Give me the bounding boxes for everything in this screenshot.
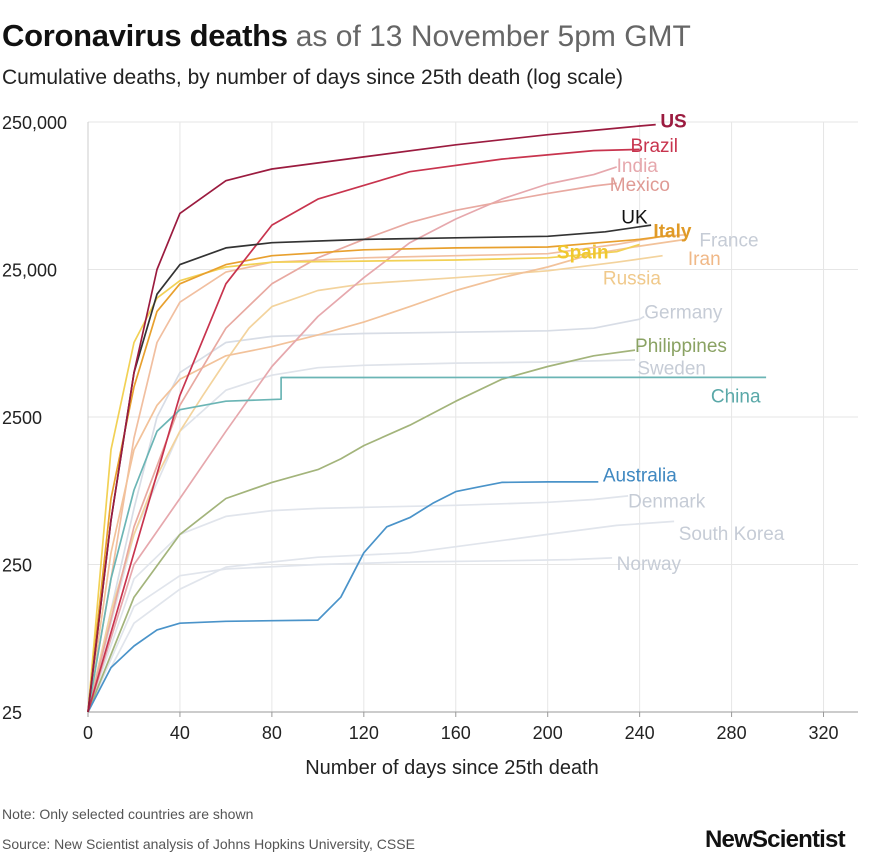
chart-title: Coronavirus deaths: [2, 18, 288, 53]
series-line-south-korea: [87, 520, 675, 713]
grid-lines: [87, 121, 858, 713]
series-line-denmark: [87, 495, 629, 713]
series-label-germany: Germany: [644, 302, 723, 323]
series-line-india: [87, 166, 617, 713]
series-line-russia: [87, 254, 663, 713]
footnote: Note: Only selected countries are shown: [2, 806, 254, 822]
new-scientist-logo: NewScientist: [705, 826, 846, 853]
y-tick-label: 250,000: [2, 113, 67, 133]
x-tick-label: 200: [533, 723, 563, 743]
x-tick-label: 320: [808, 723, 838, 743]
x-tick-label: 280: [717, 723, 747, 743]
series-label-mexico: Mexico: [610, 175, 670, 196]
series-line-mexico: [87, 182, 617, 713]
series-label-norway: Norway: [617, 554, 682, 575]
series-line-uk: [87, 224, 652, 713]
chart-title-row: Coronavirus deaths as of 13 November 5pm …: [2, 18, 691, 54]
series-label-sweden: Sweden: [637, 359, 706, 380]
series-label-uk: UK: [621, 208, 648, 229]
x-tick-label: 240: [625, 723, 655, 743]
series-line-spain: [87, 243, 640, 713]
x-tick-label: 0: [83, 723, 93, 743]
deaths-line-chart: 25 250 2500 25,000 250,000 0 40 80 120 160 200 240 2…: [2, 112, 858, 779]
series-label-russia: Russia: [603, 269, 662, 290]
series-line-brazil: [87, 148, 640, 713]
x-tick-label: 160: [441, 723, 471, 743]
x-tick-label: 80: [262, 723, 282, 743]
series-label-australia: Australia: [603, 465, 677, 486]
axes: 25 250 2500 25,000 250,000 0 40 80 120 160 200 240 2…: [2, 113, 858, 743]
series-label-brazil: Brazil: [630, 136, 678, 157]
y-tick-label: 2500: [2, 408, 42, 428]
series-label-italy: Italy: [653, 221, 691, 242]
series-label-china: China: [711, 386, 761, 407]
series-label-spain: Spain: [557, 243, 609, 264]
series-label-us: US: [660, 112, 686, 133]
x-axis-title: Number of days since 25th death: [305, 757, 599, 779]
x-tick-label: 120: [349, 723, 379, 743]
series-label-south-korea: South Korea: [679, 524, 785, 545]
series-line-sweden: [87, 359, 636, 713]
source-note: Source: New Scientist analysis of Johns …: [2, 836, 415, 852]
series-label-denmark: Denmark: [628, 491, 706, 512]
series-label-philippines: Philippines: [635, 336, 727, 357]
series-line-china: [87, 376, 767, 713]
series-lines: [87, 123, 767, 713]
series-line-germany: [87, 315, 645, 713]
series-label-india: India: [617, 156, 659, 177]
y-tick-label: 25,000: [2, 261, 57, 281]
y-tick-label: 25: [2, 703, 22, 723]
series-label-iran: Iran: [688, 249, 721, 270]
chart-title-date: as of 13 November 5pm GMT: [295, 20, 691, 53]
series-line-philippines: [87, 349, 636, 713]
series-line-norway: [87, 557, 613, 713]
series-line-iran: [87, 238, 686, 713]
series-line-france: [87, 233, 686, 713]
series-line-italy: [87, 233, 675, 713]
series-label-france: France: [699, 230, 758, 251]
x-tick-label: 40: [170, 723, 190, 743]
series-line-us: [87, 123, 656, 713]
y-tick-label: 250: [2, 556, 32, 576]
chart-subtitle: Cumulative deaths, by number of days sin…: [2, 66, 624, 89]
series-line-australia: [87, 481, 599, 713]
